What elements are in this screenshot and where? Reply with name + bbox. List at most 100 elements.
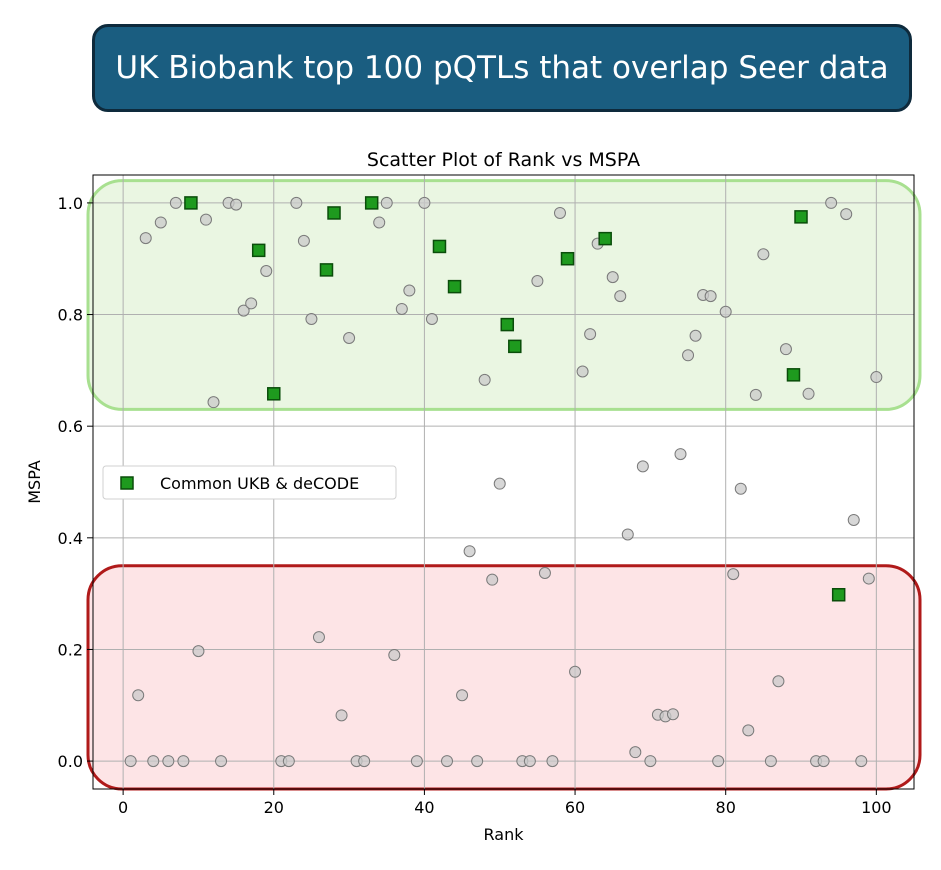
circle-point	[546, 755, 559, 768]
square-point	[560, 251, 575, 266]
circle-point	[704, 290, 717, 303]
circle-point	[825, 196, 838, 209]
circle-point	[395, 302, 408, 315]
circle-point	[418, 196, 431, 209]
circle-point	[177, 755, 190, 768]
legend-box	[102, 465, 397, 500]
x-tick-label: 20	[264, 798, 284, 817]
circle-point	[343, 331, 356, 344]
square-point	[319, 263, 334, 277]
square-point	[364, 196, 379, 210]
circle-point	[207, 396, 220, 409]
circle-point	[471, 755, 484, 768]
circle-point	[749, 388, 762, 401]
y-tick-label: 0.2	[58, 640, 83, 659]
circle-point	[576, 365, 589, 378]
circle-point	[169, 196, 182, 209]
circle-point	[870, 371, 883, 384]
banner-title: UK Biobank top 100 pQTLs that overlap Se…	[115, 50, 889, 86]
circle-point	[734, 482, 747, 495]
circle-point	[523, 755, 536, 768]
circle-point	[493, 477, 506, 490]
circle-point	[779, 343, 792, 356]
square-point	[447, 279, 462, 294]
circle-point	[538, 566, 551, 579]
y-tick-label: 1.0	[58, 194, 83, 213]
square-point	[500, 317, 515, 332]
circle-point	[689, 329, 702, 342]
circle-point	[282, 755, 295, 768]
circle-point	[553, 206, 566, 219]
square-point	[267, 387, 281, 401]
circle-point	[380, 196, 393, 209]
circle-point	[478, 373, 491, 386]
y-axis-label: MSPA	[25, 460, 44, 504]
circle-point	[463, 545, 476, 558]
circle-point	[388, 649, 401, 662]
plot-frame	[92, 174, 915, 790]
circle-point	[192, 645, 205, 658]
data-points	[124, 196, 883, 768]
circle-point	[855, 755, 868, 768]
circle-point	[847, 513, 860, 526]
circle-point	[614, 290, 627, 303]
circle-point	[629, 746, 642, 759]
circle-point	[674, 448, 687, 461]
circle-point	[727, 568, 740, 581]
circle-point	[154, 216, 167, 229]
circle-point	[312, 631, 325, 644]
circle-point	[410, 755, 423, 768]
circle-point	[644, 755, 657, 768]
circle-point	[290, 196, 303, 209]
region-high-mspa	[86, 179, 922, 411]
circle-point	[335, 709, 348, 722]
highlight-regions	[86, 179, 922, 791]
y-tick-label: 0.6	[58, 417, 83, 436]
legend: Common UKB & deCODE	[102, 465, 397, 500]
circle-point	[403, 284, 416, 297]
circle-point	[531, 275, 544, 288]
x-tick-label: 80	[716, 798, 736, 817]
square-point	[251, 243, 266, 258]
circle-point	[441, 755, 454, 768]
axis-ticks: 0 20 40 60 80 100 0.0 0.2 0.4 0.6 0.8 1.0	[58, 194, 892, 817]
circle-point	[162, 755, 175, 768]
circle-point	[840, 208, 853, 221]
chart-title: Scatter Plot of Rank vs MSPA	[367, 149, 640, 171]
circle-point	[199, 213, 212, 226]
circle-point	[305, 313, 318, 326]
x-tick-label: 40	[414, 798, 434, 817]
y-tick-label: 0.0	[58, 752, 83, 771]
legend-label: Common UKB & deCODE	[160, 474, 359, 493]
circle-point	[584, 328, 597, 341]
circle-point	[237, 304, 250, 317]
circle-point	[757, 248, 770, 261]
circle-point	[802, 387, 815, 400]
circle-point	[358, 755, 371, 768]
circle-point	[124, 755, 137, 768]
circle-point	[569, 665, 582, 678]
circle-point	[862, 572, 875, 585]
y-tick-label: 0.4	[58, 529, 83, 548]
square-point	[794, 210, 808, 224]
x-tick-label: 100	[861, 798, 892, 817]
circle-point	[373, 216, 386, 229]
square-point	[786, 368, 801, 382]
x-tick-label: 60	[565, 798, 585, 817]
circle-point	[245, 297, 258, 310]
circle-point	[486, 573, 499, 586]
circle-point	[456, 689, 469, 702]
circle-point	[147, 755, 160, 768]
circle-point	[719, 305, 732, 318]
square-point	[508, 339, 522, 354]
circle-point	[139, 232, 152, 245]
circle-point	[682, 349, 695, 362]
region-low-mspa	[86, 564, 922, 791]
circle-point	[636, 460, 649, 473]
circle-point	[772, 675, 785, 688]
x-axis-label: Rank	[484, 825, 525, 844]
x-tick-label: 0	[118, 798, 128, 817]
circle-point	[260, 265, 273, 278]
circle-point	[742, 724, 755, 737]
